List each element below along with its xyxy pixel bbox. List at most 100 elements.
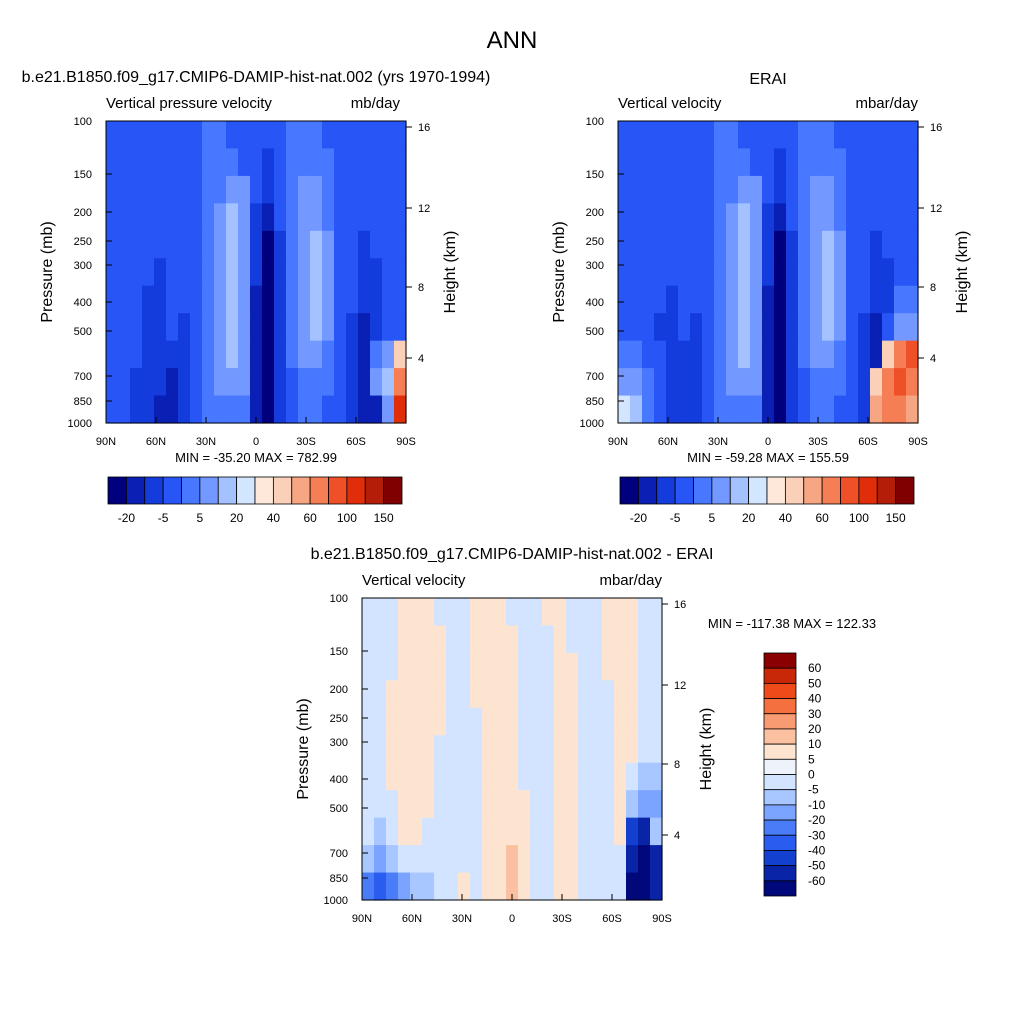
field-cell xyxy=(470,707,483,736)
field-cell xyxy=(578,845,591,874)
field-cell xyxy=(190,148,203,177)
field-cell xyxy=(822,313,835,342)
field-cell xyxy=(906,285,919,314)
x-tick-label: 90N xyxy=(608,436,628,448)
panel-reference: ERAI Vertical velocity mbar/day 100 150 20… xyxy=(551,71,971,525)
field-cell xyxy=(858,368,871,397)
field-cell xyxy=(590,707,603,736)
field-cell xyxy=(678,121,691,150)
field-cell xyxy=(358,148,371,177)
field-cell xyxy=(530,625,543,654)
field-cell xyxy=(394,285,407,314)
field-cell xyxy=(798,175,811,204)
field-cell xyxy=(458,625,471,654)
field-cell xyxy=(750,121,763,150)
field-cell xyxy=(482,817,495,846)
field-cell xyxy=(590,735,603,764)
colorbar-label: 150 xyxy=(374,511,394,525)
field-cell xyxy=(590,872,603,901)
field-cell xyxy=(578,652,591,681)
field-cell xyxy=(142,313,155,342)
field-cell xyxy=(434,680,447,709)
panel-units: mbar/day xyxy=(855,95,918,112)
field-cell xyxy=(654,313,667,342)
field-cell xyxy=(142,368,155,397)
field-cell xyxy=(130,258,143,287)
field-cell xyxy=(882,285,895,314)
field-cell xyxy=(154,340,167,369)
field-cell xyxy=(894,258,907,287)
field-cell xyxy=(142,285,155,314)
field-cell xyxy=(410,598,423,627)
field-cell xyxy=(690,395,703,424)
field-cell xyxy=(310,148,323,177)
field-cell xyxy=(566,680,579,709)
field-cell xyxy=(518,652,531,681)
field-cell xyxy=(846,258,859,287)
field-cell xyxy=(334,395,347,424)
panel-title: b.e21.B1850.f09_g17.CMIP6-DAMIP-hist-nat… xyxy=(22,69,491,86)
field-cell xyxy=(602,790,615,819)
field-cell xyxy=(190,258,203,287)
field-cell xyxy=(530,845,543,874)
field-cell xyxy=(470,817,483,846)
field-cell xyxy=(894,285,907,314)
field-cell xyxy=(774,340,787,369)
field-cell xyxy=(322,121,335,150)
field-cell xyxy=(642,121,655,150)
field-cell xyxy=(642,368,655,397)
field-cell xyxy=(310,395,323,424)
y-tick-label: 100 xyxy=(74,116,92,128)
field-cell xyxy=(702,148,715,177)
field-cell xyxy=(262,313,275,342)
colorbar-box xyxy=(895,476,915,505)
field-cell xyxy=(130,175,143,204)
field-cell xyxy=(834,203,847,232)
field-cell xyxy=(106,121,119,150)
field-cell xyxy=(650,625,663,654)
field-cell xyxy=(362,817,375,846)
field-cell xyxy=(362,625,375,654)
field-cell xyxy=(654,340,667,369)
field-cell xyxy=(894,230,907,259)
x-tick-label: 60N xyxy=(146,436,166,448)
y-right-axis-label: Height (km) xyxy=(442,231,459,314)
field-cell xyxy=(398,817,411,846)
field-cell xyxy=(714,203,727,232)
colorbar-box xyxy=(763,743,797,760)
field-cell xyxy=(262,230,275,259)
field-cell xyxy=(654,175,667,204)
field-cell xyxy=(286,395,299,424)
field-cell xyxy=(786,395,799,424)
field-cell xyxy=(762,368,775,397)
field-cell xyxy=(894,368,907,397)
field-cell xyxy=(250,340,263,369)
field-cell xyxy=(458,680,471,709)
field-cell xyxy=(286,340,299,369)
field-cell xyxy=(542,625,555,654)
field-cell xyxy=(398,707,411,736)
field-cell xyxy=(434,845,447,874)
field-cell xyxy=(362,735,375,764)
field-cell xyxy=(906,313,919,342)
field-cell xyxy=(786,258,799,287)
field-cell xyxy=(154,395,167,424)
field-cell xyxy=(726,230,739,259)
field-cell xyxy=(738,313,751,342)
colorbar-box xyxy=(181,476,201,505)
field-cell xyxy=(470,598,483,627)
field-cell xyxy=(654,148,667,177)
field-cell xyxy=(894,340,907,369)
y-tick-label: 100 xyxy=(586,116,604,128)
colorbar-box xyxy=(711,476,731,505)
field-cell xyxy=(226,368,239,397)
field-cell xyxy=(690,203,703,232)
colorbar-label: 30 xyxy=(808,707,822,721)
colorbar-label: 5 xyxy=(808,752,815,766)
field-cell xyxy=(774,121,787,150)
field-cell xyxy=(614,872,627,901)
field-cell xyxy=(446,735,459,764)
field-cell xyxy=(702,340,715,369)
field-cell xyxy=(578,735,591,764)
field-cell xyxy=(626,652,639,681)
